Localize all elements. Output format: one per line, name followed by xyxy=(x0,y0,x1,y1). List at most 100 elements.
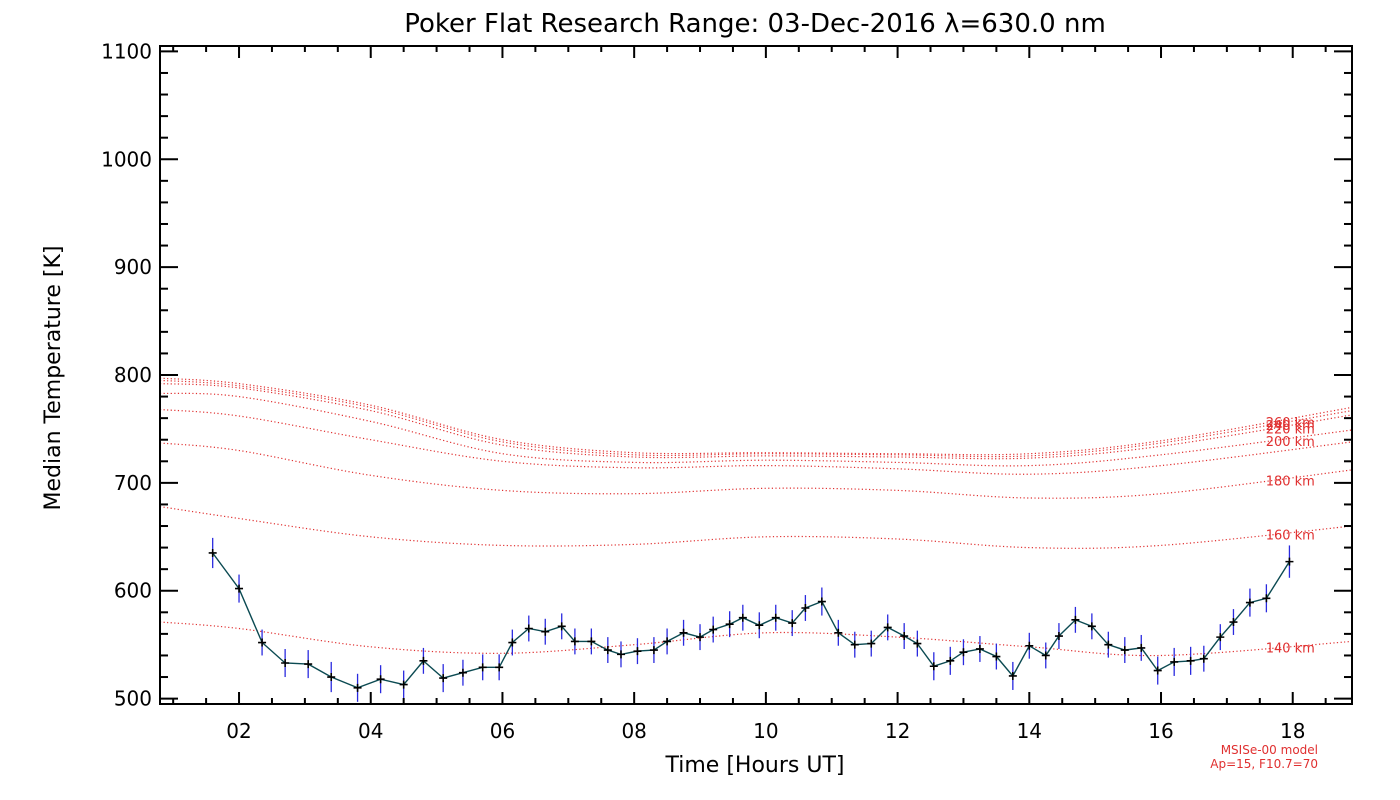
data-point xyxy=(603,646,612,655)
x-tick-label: 04 xyxy=(358,719,383,743)
model-label-240-km: 240 km xyxy=(1266,419,1315,434)
data-point xyxy=(1071,615,1080,624)
model-label-260-km: 260 km xyxy=(1266,416,1315,431)
data-point xyxy=(696,633,705,642)
data-point xyxy=(1186,656,1195,665)
model-label-200-km: 200 km xyxy=(1266,435,1315,450)
data-point xyxy=(975,644,984,653)
x-tick-label: 16 xyxy=(1148,719,1173,743)
data-point xyxy=(929,662,938,671)
model-curve-200-km xyxy=(160,392,1352,467)
axis-ticks xyxy=(160,46,1352,704)
data-point xyxy=(1054,632,1063,641)
y-tick-label: 800 xyxy=(114,363,152,387)
data-point xyxy=(1008,671,1017,680)
data-point xyxy=(867,639,876,648)
y-tick-label: 600 xyxy=(114,579,152,603)
data-point xyxy=(1153,666,1162,675)
data-point xyxy=(478,663,487,672)
data-point xyxy=(946,656,955,665)
data-point xyxy=(1216,633,1225,642)
y-tick-label: 1000 xyxy=(101,147,152,171)
data-point xyxy=(834,628,843,637)
model-label-180-km: 180 km xyxy=(1266,474,1315,489)
data-point xyxy=(1199,654,1208,663)
model-curve-140-km xyxy=(160,621,1352,657)
data-point xyxy=(458,668,467,677)
data-point xyxy=(900,632,909,641)
data-point xyxy=(557,622,566,631)
y-tick-label: 900 xyxy=(114,255,152,279)
chart-title: Poker Flat Research Range: 03-Dec-2016 λ… xyxy=(404,9,1106,39)
x-tick-label: 18 xyxy=(1280,719,1305,743)
data-point xyxy=(281,659,290,668)
data-point xyxy=(633,647,642,656)
data-point xyxy=(817,597,826,606)
data-point xyxy=(1087,622,1096,631)
y-tick-label: 1100 xyxy=(101,39,152,63)
data-point xyxy=(541,627,550,636)
y-tick-labels: 500 600 700 800 900 1000 1100 xyxy=(101,39,152,710)
data-point xyxy=(649,646,658,655)
data-point xyxy=(616,650,625,659)
data-point xyxy=(801,603,810,612)
model-label-140-km: 140 km xyxy=(1266,642,1315,657)
observed-line xyxy=(212,552,1290,689)
data-point xyxy=(258,638,267,647)
plot-frame xyxy=(159,45,1353,705)
y-tick-label: 700 xyxy=(114,471,152,495)
x-tick-label: 08 xyxy=(621,719,646,743)
observed-series xyxy=(208,537,1294,702)
x-tick-label: 10 xyxy=(753,719,778,743)
data-point xyxy=(959,648,968,657)
data-point xyxy=(1120,646,1129,655)
model-label-220-km: 220 km xyxy=(1266,423,1315,438)
data-point xyxy=(419,656,428,665)
data-point xyxy=(709,625,718,634)
data-point xyxy=(883,623,892,632)
model-curve-180-km xyxy=(160,442,1352,499)
y-tick-label: 500 xyxy=(114,687,152,711)
data-point xyxy=(524,624,533,633)
data-point xyxy=(1245,598,1254,607)
model-curve-260-km xyxy=(160,377,1352,456)
data-point xyxy=(1104,640,1113,649)
data-point xyxy=(439,674,448,683)
model-note-params: Ap=15, F10.7=70 xyxy=(1210,757,1318,771)
data-point xyxy=(508,638,517,647)
model-curve-160-km xyxy=(160,506,1352,549)
data-point xyxy=(679,628,688,637)
data-point xyxy=(755,621,764,630)
model-curves xyxy=(160,377,1352,657)
model-label-160-km: 160 km xyxy=(1266,529,1315,544)
data-point xyxy=(376,675,385,684)
data-point xyxy=(353,683,362,692)
data-point xyxy=(235,584,244,593)
data-point xyxy=(1285,557,1294,566)
data-point xyxy=(1137,643,1146,652)
data-point xyxy=(495,663,504,672)
model-curve-220-km xyxy=(160,383,1352,460)
data-point xyxy=(913,639,922,648)
data-point xyxy=(1041,651,1050,660)
x-tick-labels: 02 04 06 08 10 12 14 16 18 xyxy=(226,719,1305,743)
data-point xyxy=(1262,594,1271,603)
model-note-name: MSISe-00 model xyxy=(1221,743,1318,757)
data-point xyxy=(327,673,336,682)
model-curve-unlabeled xyxy=(160,408,1352,475)
y-axis-label: Median Temperature [K] xyxy=(41,246,66,511)
data-point xyxy=(304,660,313,669)
data-point xyxy=(738,613,747,622)
data-point xyxy=(771,613,780,622)
data-point xyxy=(570,637,579,646)
data-point xyxy=(725,620,734,629)
data-point xyxy=(1170,657,1179,666)
model-curve-240-km xyxy=(160,379,1352,458)
x-tick-label: 12 xyxy=(885,719,910,743)
data-point xyxy=(399,680,408,689)
data-point xyxy=(788,619,797,628)
x-axis-label: Time [Hours UT] xyxy=(665,753,845,778)
data-point xyxy=(850,640,859,649)
